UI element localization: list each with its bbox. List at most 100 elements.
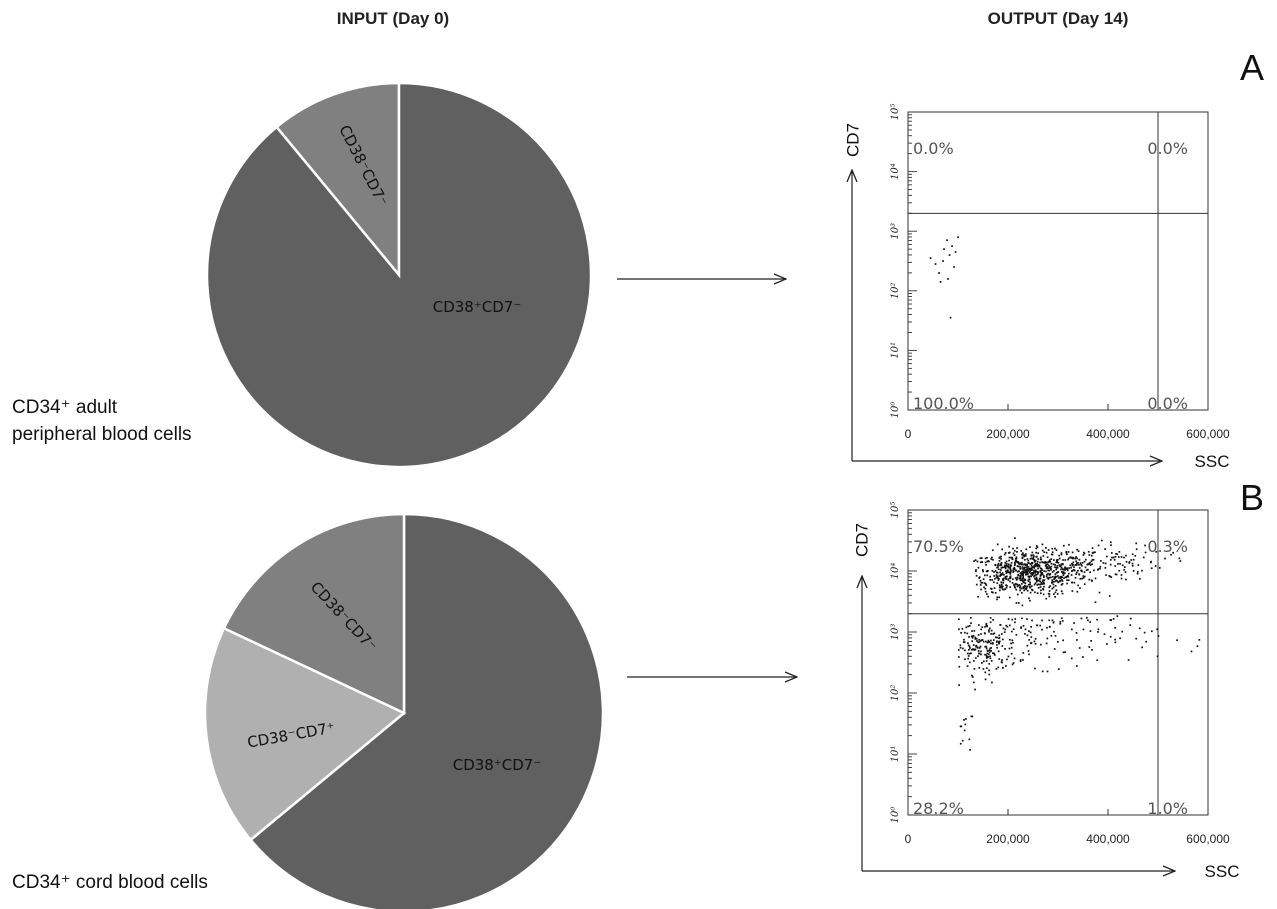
data-point [1032,555,1035,558]
data-point [1014,577,1017,579]
data-point [1074,576,1077,579]
panel-letter-b: B [1240,477,1264,518]
data-point [1018,577,1021,579]
data-point [986,652,989,655]
data-point [1060,583,1063,586]
data-point [1063,572,1066,574]
data-point [1083,560,1086,563]
data-point [1005,578,1007,580]
data-point [1034,572,1037,574]
data-point [954,251,957,253]
data-point [1006,570,1008,573]
data-point [1123,568,1125,571]
data-point [985,645,988,648]
data-point [970,622,972,625]
data-point [1017,584,1019,587]
data-point [1037,564,1040,566]
data-point [1030,569,1032,572]
data-point [1005,563,1008,565]
y-tick-label: 10¹ [890,342,901,359]
data-point [964,723,967,726]
data-point [1145,640,1148,643]
data-point [1056,579,1058,582]
y-tick-label: 10⁵ [890,104,901,121]
data-point [994,591,997,594]
data-point [1047,561,1050,563]
data-point [1178,557,1181,560]
data-point [1054,564,1056,566]
data-point [968,661,971,664]
data-point [1026,644,1029,647]
data-point [1097,544,1100,547]
data-point [1056,566,1059,569]
data-point [970,715,973,718]
y-tick-label: 10³ [890,624,901,641]
data-point [1045,561,1047,564]
data-point [980,581,983,584]
data-point [1027,562,1030,564]
data-point [1062,651,1065,654]
data-point [1088,646,1091,648]
data-point [1054,575,1056,578]
data-point [979,584,982,586]
data-point [1021,604,1024,607]
data-point [1134,555,1137,557]
data-point [1060,571,1063,573]
data-point [997,566,999,568]
data-point [949,316,952,319]
data-point [1033,583,1036,586]
data-point [1039,586,1042,588]
data-point [1114,565,1117,567]
data-point [1075,560,1078,563]
data-point [1013,564,1016,566]
data-point [1004,648,1006,650]
data-point [1068,543,1070,546]
data-point [987,639,990,642]
data-point [1065,568,1068,570]
dot-plot-b: CD7 SSC 10⁰ 10¹ 10² 10³ 10⁴ 10⁵ 0 200,000 400,000 6… [852,502,1239,881]
data-point [1026,634,1029,637]
data-point [968,636,970,638]
data-point [1016,570,1019,573]
data-point [1049,625,1051,628]
data-point [961,627,964,630]
data-point [1039,567,1042,570]
data-point [1016,577,1019,580]
data-point [1109,619,1112,621]
data-point [1016,593,1019,596]
data-point [1004,575,1007,578]
data-point [1077,584,1080,587]
data-point [1136,572,1139,575]
data-point [1030,585,1033,588]
data-point [1089,630,1092,632]
data-point [1059,621,1062,623]
data-point [951,245,953,247]
data-point [968,652,971,655]
data-point [985,657,988,659]
data-point [1031,573,1033,575]
data-point [1059,565,1062,568]
data-point [1067,579,1070,582]
data-point [1077,569,1079,572]
data-point [1051,579,1054,581]
data-point [943,248,945,250]
data-point [996,577,999,579]
data-point [1045,575,1048,578]
data-point [1139,577,1141,580]
data-point [986,560,989,563]
data-point [1091,547,1094,550]
data-point [1007,618,1010,620]
data-point [998,640,1000,643]
data-point [990,660,993,662]
data-point [1012,628,1015,631]
data-point [977,650,980,652]
data-point [1050,576,1052,579]
data-point [1062,639,1064,642]
data-point [1076,562,1078,565]
data-point [1098,591,1101,594]
data-point [942,260,944,262]
data-point [997,564,999,567]
data-point [1030,626,1032,628]
data-point [1037,552,1039,555]
data-point [1002,581,1005,584]
